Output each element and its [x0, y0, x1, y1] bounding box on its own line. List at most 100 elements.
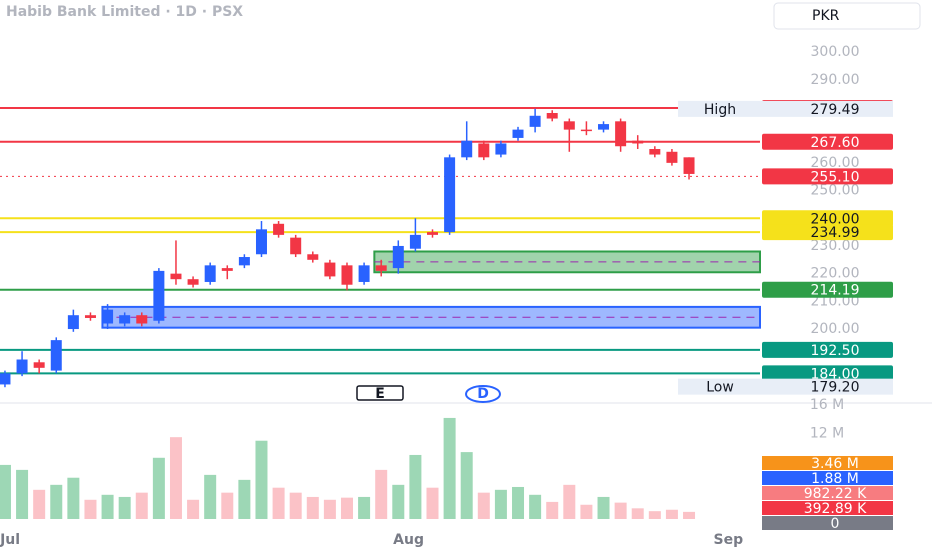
level-tag-label: 267.60: [811, 135, 860, 151]
volume-tag: [762, 486, 893, 500]
y-tick-label: 220.00: [811, 266, 860, 282]
volume-bar: [546, 501, 559, 519]
candle-body: [649, 149, 661, 155]
candle-body: [307, 254, 319, 260]
volume-tag: [762, 471, 893, 485]
candle-body: [461, 140, 473, 158]
volume-tag: [762, 501, 893, 515]
currency[interactable]: PKR: [812, 8, 840, 24]
level-tag: [762, 281, 893, 298]
volume-bar: [580, 504, 593, 519]
x-tick-label: Jul: [0, 532, 20, 548]
candle-body: [392, 245, 404, 269]
marker-e[interactable]: [356, 385, 404, 401]
candle-body: [546, 113, 558, 119]
candle-body: [563, 121, 575, 130]
candle-body: [136, 315, 148, 324]
candle-body: [409, 234, 421, 249]
volume-bar: [187, 499, 200, 519]
level-tag-label: 192.50: [811, 343, 860, 359]
candle-body: [580, 129, 592, 132]
marker-d-label[interactable]: D: [477, 386, 489, 402]
volume-bar: [375, 469, 388, 519]
level-tag: [762, 133, 893, 150]
volume-bar: [460, 452, 473, 519]
candle-body: [632, 140, 644, 144]
candle-body: [221, 268, 233, 271]
extreme-name: High: [704, 102, 736, 118]
chart-title: Habib Bank Limited · 1D · PSX: [6, 4, 243, 20]
volume-bar: [358, 496, 371, 519]
candle-body: [615, 121, 627, 147]
y-tick-label: 230.00: [811, 238, 860, 254]
candle-body: [512, 129, 524, 138]
candle-body: [324, 262, 336, 277]
candle-body: [427, 232, 439, 235]
currency-box[interactable]: [773, 2, 921, 30]
volume-bar: [84, 499, 97, 519]
y-tick-label: 300.00: [811, 44, 860, 60]
marker-d[interactable]: [465, 385, 501, 403]
candle-body: [67, 315, 79, 330]
volume-bar: [631, 508, 644, 519]
volume-tag-label: 0: [831, 516, 840, 532]
volume-bar: [443, 417, 456, 519]
y-tick-label: 200.00: [811, 321, 860, 337]
y-tick-label: 260.00: [811, 155, 860, 171]
volume-bar: [614, 502, 627, 519]
volume-bar: [255, 440, 268, 519]
marker-e-label[interactable]: E: [375, 386, 385, 402]
level-tag-label: 184.00: [811, 366, 860, 382]
candle-body: [238, 257, 250, 266]
candle-body: [50, 340, 62, 371]
volume-bar: [289, 492, 302, 519]
volume-bar: [563, 484, 576, 519]
volume-bar: [204, 474, 217, 519]
volume-tag: [762, 456, 893, 470]
level-tag: [762, 168, 893, 185]
candle-body: [170, 273, 182, 280]
candle-body: [119, 315, 131, 324]
candle-body: [358, 265, 370, 282]
volume-bar: [477, 492, 490, 519]
candle-body: [683, 157, 695, 174]
volume-bar: [67, 477, 80, 519]
level-tag-label: 234.99: [811, 225, 860, 241]
volume-bar: [340, 497, 353, 519]
level-tag: [762, 365, 893, 382]
volume-tag: [762, 516, 893, 530]
candle-body: [187, 279, 199, 285]
level-tag: [762, 210, 893, 227]
candle-body: [273, 223, 285, 235]
level-tag-label: 214.19: [811, 283, 860, 299]
candle-body: [0, 373, 11, 385]
extreme-name-tag: [678, 100, 762, 117]
volume-bar: [665, 509, 678, 519]
volume-bar: [135, 492, 148, 519]
volume-bar: [683, 511, 696, 519]
x-tick-label: Sep: [714, 532, 744, 548]
candle-body: [84, 315, 96, 318]
extreme-label: 179.20: [811, 380, 860, 396]
volume-bar: [0, 464, 11, 519]
volume-bar: [597, 496, 610, 519]
volume-bar: [648, 511, 661, 519]
candle-body: [666, 151, 678, 163]
volume-bar: [101, 494, 114, 519]
volume-bar: [529, 494, 542, 519]
volume-bar: [323, 499, 336, 519]
volume-bar: [306, 496, 319, 519]
candle-body: [16, 359, 28, 374]
y-tick-label: 290.00: [811, 72, 860, 88]
extreme-name-tag: [678, 378, 762, 395]
extreme-tag: [762, 100, 893, 117]
volume-tag-label: 982.22 K: [804, 486, 867, 502]
volume-bar: [238, 479, 251, 519]
extreme-label: 279.49: [811, 102, 860, 118]
volume-bar: [152, 457, 165, 519]
candle-body: [204, 265, 216, 282]
volume-bar: [512, 486, 525, 519]
volume-tick-label: 12 M: [810, 426, 844, 442]
candle-body: [478, 143, 490, 158]
candle-body: [529, 115, 541, 127]
